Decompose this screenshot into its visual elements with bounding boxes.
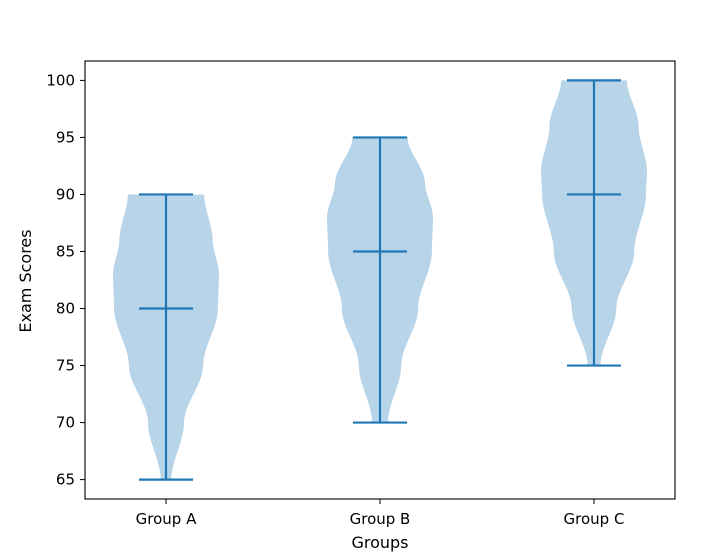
y-tick-label-85: 85 <box>56 242 75 260</box>
plot-area <box>84 60 676 500</box>
x-axis-label: Groups <box>351 533 408 552</box>
x-tick-label-group-a: Group A <box>136 510 197 528</box>
x-tick-label-group-c: Group C <box>564 510 625 528</box>
y-tick-label-75: 75 <box>56 357 75 375</box>
y-axis-label: Exam Scores <box>16 229 35 332</box>
y-tick-label-90: 90 <box>56 185 75 203</box>
y-tick-label-65: 65 <box>56 471 75 489</box>
y-tick-label-100: 100 <box>46 71 75 89</box>
y-tick-label-70: 70 <box>56 414 75 432</box>
y-tick-label-95: 95 <box>56 128 75 146</box>
x-axis-ticks: Group A Group B Group C <box>136 499 625 528</box>
y-tick-label-80: 80 <box>56 300 75 318</box>
y-axis-ticks: 65 70 75 80 85 90 95 100 <box>46 71 85 489</box>
x-tick-label-group-b: Group B <box>350 510 411 528</box>
